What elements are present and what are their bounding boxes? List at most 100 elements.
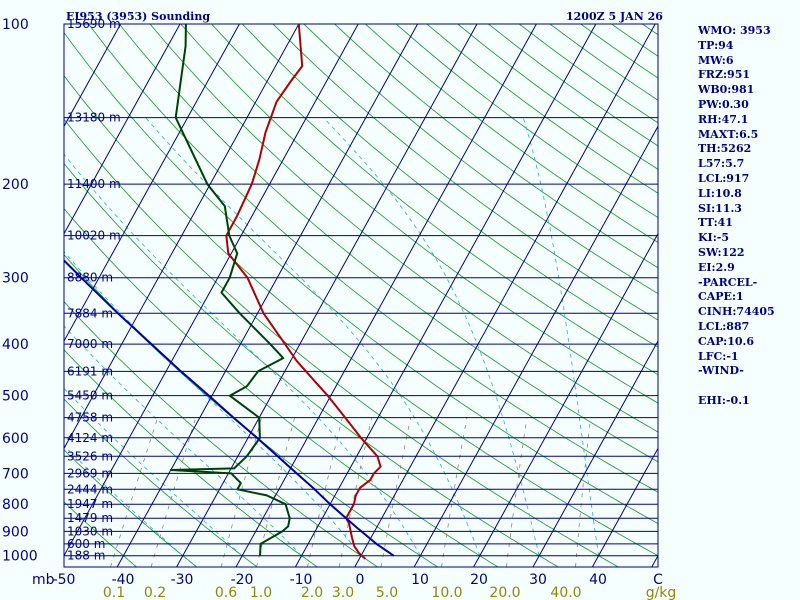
isotherm [64, 24, 122, 128]
dry-adiabat [64, 449, 198, 567]
height-label: 13180 m [67, 111, 121, 125]
height-label: 4758 m [67, 411, 113, 425]
mixing-ratio-line [256, 417, 295, 567]
pressure-tick-label: 500 [2, 389, 29, 405]
mixing-ratio-line [575, 417, 592, 567]
moist-adiabat [323, 117, 540, 556]
temperature-tick-label: -40 [112, 572, 135, 588]
sounding-traces [64, 24, 395, 560]
pressure-tick-label: 100 [2, 17, 29, 33]
moist-adiabat [522, 117, 600, 556]
height-label: 6191 m [67, 364, 113, 378]
sidebar-item: CINH:74405 [698, 305, 775, 319]
mixing-ratio-tick-label: 5.0 [376, 585, 398, 600]
sidebar-item: MAXT:6.5 [698, 127, 759, 141]
dry-adiabat [272, 24, 658, 321]
dry-adiabat [211, 24, 658, 376]
mixing-ratio-line [220, 417, 262, 567]
isotherm [354, 24, 656, 567]
temperature-tick-label: 20 [470, 572, 488, 588]
height-label: 7884 m [67, 306, 113, 320]
dry-adiabat [334, 24, 658, 269]
sidebar-item: TP:94 [698, 38, 734, 52]
height-label: 4124 m [67, 431, 113, 445]
isotherm [413, 125, 658, 567]
station-title: EI953 (3953) Sounding [66, 10, 211, 23]
pressure-tick-label: 1000 [2, 549, 38, 565]
height-label: 1479 m [67, 511, 113, 525]
pressure-tick-label: 400 [2, 337, 29, 353]
height-label: 15690 m [67, 17, 121, 31]
sidebar-item: TT:41 [698, 216, 733, 230]
dry-adiabat [64, 207, 499, 567]
sounding-indices-panel: WMO: 3953 TP:94 MW:6 FRZ:951 WB0:981 PW:0.30 R… [698, 24, 798, 409]
mixing-ratio-tick-label: 0.2 [144, 585, 166, 600]
sidebar-item: EI:2.9 [698, 260, 735, 274]
dry-adiabat [241, 24, 658, 348]
mixing-ratio-line [150, 417, 197, 567]
moist-adiabat [64, 251, 362, 556]
valid-time: 1200Z 5 JAN 26 [566, 10, 663, 23]
pressure-tick-label: 600 [2, 431, 29, 447]
height-label: 10020 m [67, 229, 121, 243]
isotherm [473, 232, 658, 567]
dry-adiabat [64, 74, 658, 557]
mixing-ratio-tick-label: 40.0 [550, 585, 581, 600]
dry-adiabat [64, 501, 137, 567]
pressure-tick-label: 900 [2, 524, 29, 540]
temperature-tick-label: 10 [411, 572, 429, 588]
mixing-ratio-line [110, 417, 159, 567]
height-label: 600 m [67, 537, 105, 551]
sidebar-item [698, 379, 798, 394]
pressure-tick-label: 200 [2, 177, 29, 193]
mixing-ratio-tick-label: g/kg [646, 585, 677, 600]
dry-adiabat [64, 398, 258, 567]
height-label: 5450 m [67, 389, 113, 403]
pressure-tick-label: 700 [2, 466, 29, 482]
isotherm [176, 24, 478, 567]
isotherm [235, 24, 537, 567]
moist-adiabat [64, 153, 421, 556]
sidebar-item: PW:0.30 [698, 97, 749, 111]
isotherm [64, 24, 181, 235]
isotherm [0, 24, 2, 567]
sidebar-item: KI:-5 [698, 231, 729, 245]
height-label: 1030 m [67, 524, 113, 538]
sidebar-item: MW:6 [698, 53, 734, 67]
sidebar-item: -PARCEL- [698, 275, 758, 289]
sidebar-item: WB0:981 [698, 83, 755, 97]
background-lines [0, 24, 658, 567]
isotherm [64, 24, 300, 450]
height-label: 1947 m [67, 497, 113, 511]
pressure-tick-label: 800 [2, 497, 29, 513]
temperature-tick-label: -20 [231, 572, 254, 588]
dry-adiabat [303, 24, 658, 295]
isotherm [116, 24, 419, 567]
dry-adiabat [64, 31, 658, 525]
height-label: 11400 m [67, 177, 121, 191]
isotherm [294, 24, 597, 567]
mixing-ratio-tick-label: 10.0 [431, 585, 462, 600]
mixing-ratio-tick-label: 2.0 [301, 585, 323, 600]
sidebar-item: FRZ:951 [698, 68, 751, 82]
temperature-tick-label: -30 [171, 572, 194, 588]
dry-adiabat [64, 349, 318, 567]
sidebar-item: LCL:887 [698, 319, 750, 333]
sidebar-item: -WIND- [698, 364, 744, 378]
isotherm [591, 447, 658, 567]
mixing-ratio-tick-label: 0.6 [215, 585, 237, 600]
sidebar-item: LCL:917 [698, 171, 750, 185]
isotherm [64, 24, 359, 557]
sidebar-item: EHI:-0.1 [698, 393, 750, 407]
temperature-tick-label: 0 [356, 572, 365, 588]
mixing-ratio-tick-label: 1.0 [250, 585, 272, 600]
dry-adiabat [180, 24, 658, 404]
height-label: 8880 m [67, 271, 113, 285]
mixing-ratio-tick-label: 20.0 [489, 585, 520, 600]
dry-adiabat [64, 162, 559, 567]
sidebar-item: LFC:-1 [698, 349, 739, 363]
sidebar-item: CAPE:1 [698, 290, 744, 304]
moist-adiabat [64, 325, 302, 557]
parcel-line [64, 259, 395, 557]
